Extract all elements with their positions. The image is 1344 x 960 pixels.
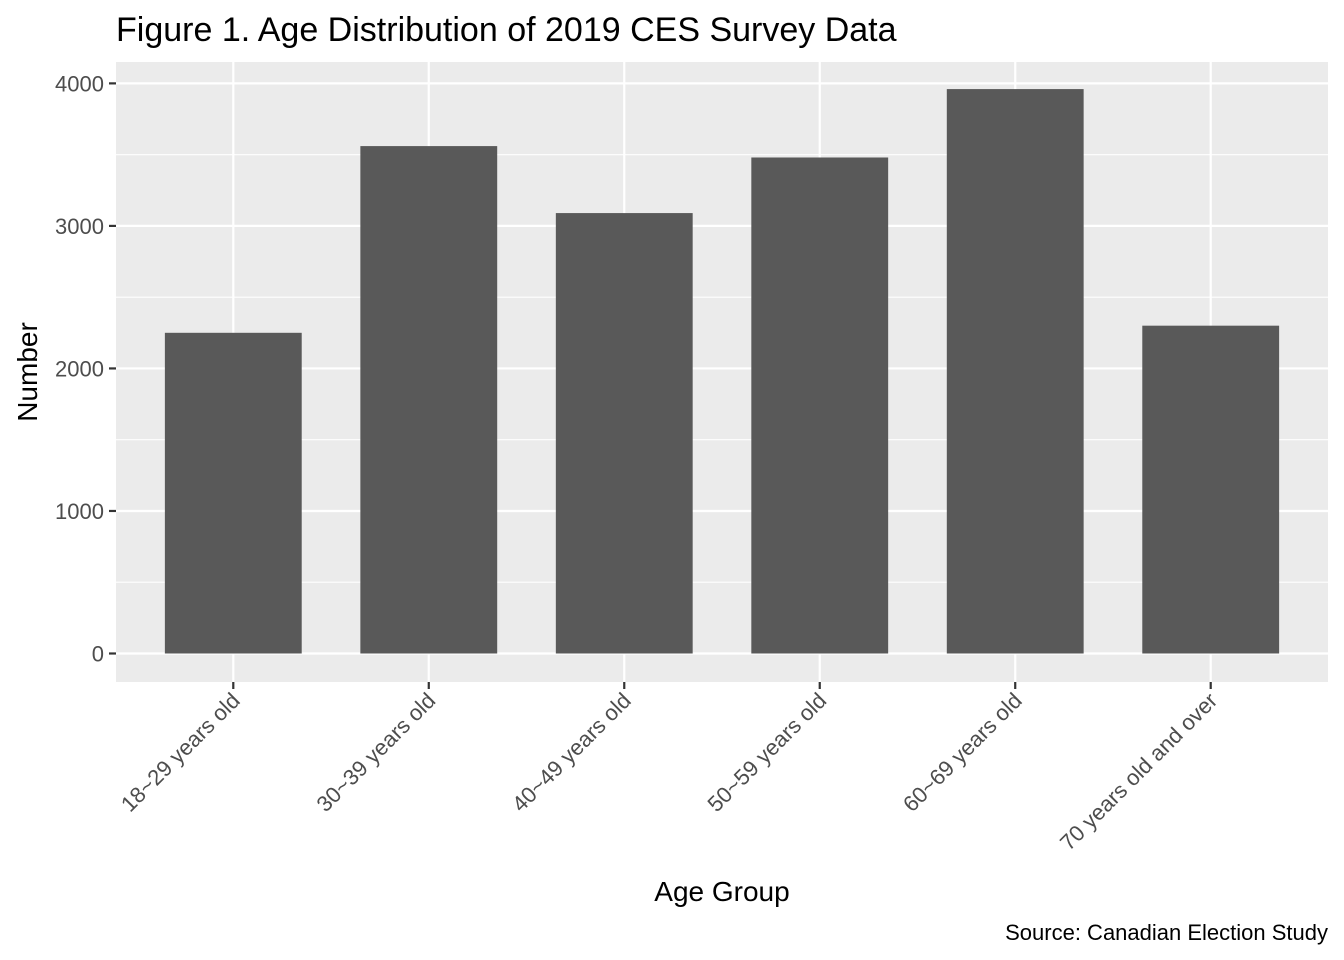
- chart-title: Figure 1. Age Distribution of 2019 CES S…: [116, 11, 897, 49]
- x-tick-label: 50~59 years old: [702, 688, 831, 817]
- bar: [1142, 325, 1280, 654]
- bar: [164, 332, 302, 654]
- y-axis-title: Number: [12, 322, 43, 422]
- plot-panel: [116, 62, 1328, 682]
- x-tick-label: 18~29 years old: [116, 688, 245, 817]
- y-tick-label: 0: [92, 641, 104, 666]
- bar: [555, 213, 693, 654]
- bar: [946, 89, 1084, 654]
- x-tick-label: 70 years old and over: [1055, 688, 1222, 855]
- y-tick-label: 1000: [55, 499, 104, 524]
- chart-caption: Source: Canadian Election Study: [1005, 920, 1328, 945]
- x-tick-label: 40~49 years old: [507, 688, 636, 817]
- y-tick-label: 2000: [55, 356, 104, 381]
- x-tick-label: 60~69 years old: [898, 688, 1027, 817]
- x-tick-label: 30~39 years old: [311, 688, 440, 817]
- bar: [751, 157, 889, 654]
- y-tick-label: 3000: [55, 214, 104, 239]
- bar: [360, 146, 498, 654]
- y-axis-ticks: 0 1000 2000 3000 4000: [55, 71, 116, 666]
- y-tick-label: 4000: [55, 71, 104, 96]
- x-axis-ticks: 18~29 years old 30~39 years old 40~49 year…: [116, 682, 1222, 855]
- bars: [164, 89, 1280, 654]
- x-axis-title: Age Group: [654, 876, 789, 907]
